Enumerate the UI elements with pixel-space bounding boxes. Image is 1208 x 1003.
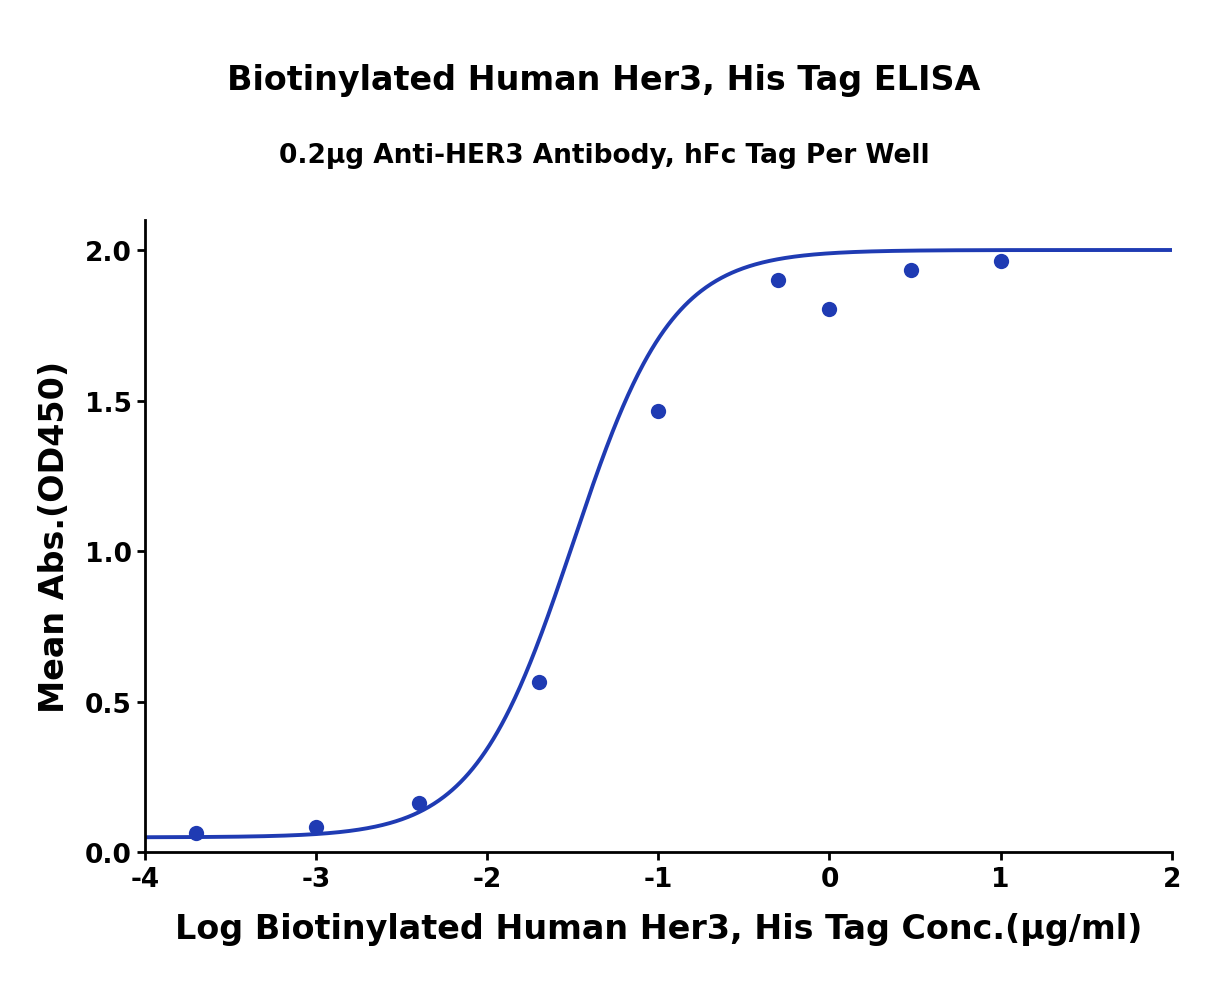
Text: 0.2μg Anti-HER3 Antibody, hFc Tag Per Well: 0.2μg Anti-HER3 Antibody, hFc Tag Per We…	[279, 142, 929, 169]
Point	[187, 824, 207, 841]
Point	[820, 301, 840, 317]
Point	[307, 818, 326, 834]
Point	[901, 262, 920, 278]
Point	[768, 273, 788, 289]
Point	[410, 794, 429, 810]
Y-axis label: Mean Abs.(OD450): Mean Abs.(OD450)	[37, 361, 71, 712]
Point	[529, 675, 548, 691]
Text: Biotinylated Human Her3, His Tag ELISA: Biotinylated Human Her3, His Tag ELISA	[227, 64, 981, 96]
Point	[991, 253, 1010, 269]
Point	[649, 403, 668, 419]
X-axis label: Log Biotinylated Human Her3, His Tag Conc.(μg/ml): Log Biotinylated Human Her3, His Tag Con…	[175, 913, 1142, 946]
